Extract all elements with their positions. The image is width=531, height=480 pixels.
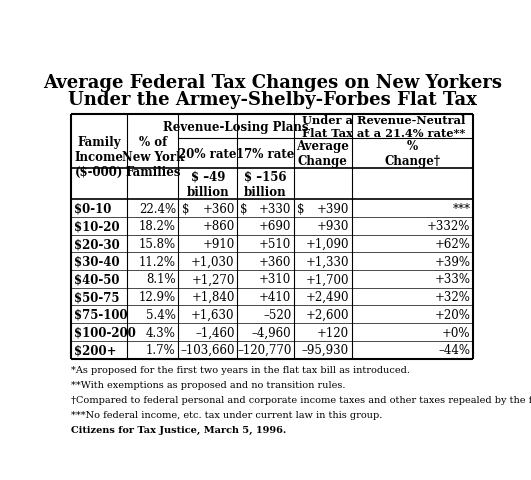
Text: % of
New York
Families: % of New York Families (122, 136, 184, 179)
Text: $0-10: $0-10 (74, 202, 111, 215)
Text: Average
Change: Average Change (296, 140, 349, 168)
Text: Revenue-Losing Plans: Revenue-Losing Plans (164, 120, 309, 133)
Text: 8.1%: 8.1% (146, 273, 176, 286)
Text: +32%: +32% (434, 290, 470, 303)
Text: 17% rate: 17% rate (236, 147, 295, 160)
Text: $20-30: $20-30 (74, 238, 119, 251)
Text: +860: +860 (202, 220, 235, 233)
Text: 1.7%: 1.7% (146, 344, 176, 357)
Text: +2,490: +2,490 (306, 290, 349, 303)
Text: –4,960: –4,960 (252, 326, 292, 339)
Text: $ –49
billion: $ –49 billion (186, 170, 229, 198)
Text: +510: +510 (259, 238, 292, 251)
Text: 5.4%: 5.4% (146, 308, 176, 321)
Text: +2,600: +2,600 (306, 308, 349, 321)
Text: 22.4%: 22.4% (139, 202, 176, 215)
Text: 18.2%: 18.2% (139, 220, 176, 233)
Text: +360: +360 (202, 202, 235, 215)
Text: +62%: +62% (434, 238, 470, 251)
Text: $10-20: $10-20 (74, 220, 119, 233)
Text: Under the Armey-Shelby-Forbes Flat Tax: Under the Armey-Shelby-Forbes Flat Tax (67, 91, 477, 109)
Text: 20% rate: 20% rate (178, 147, 237, 160)
Text: Under a Revenue-Neutral
Flat Tax at a 21.4% rate**: Under a Revenue-Neutral Flat Tax at a 21… (302, 115, 465, 139)
Text: +910: +910 (202, 238, 235, 251)
Text: +39%: +39% (434, 255, 470, 268)
FancyBboxPatch shape (71, 115, 473, 359)
Text: $40-50: $40-50 (74, 273, 119, 286)
Text: –520: –520 (263, 308, 292, 321)
Text: +20%: +20% (434, 308, 470, 321)
Text: 11.2%: 11.2% (139, 255, 176, 268)
Text: $100-200: $100-200 (74, 326, 135, 339)
Text: Family
Income
($-000): Family Income ($-000) (75, 136, 124, 179)
Text: $: $ (297, 202, 305, 215)
Text: $200+: $200+ (74, 344, 116, 357)
Text: +930: +930 (316, 220, 349, 233)
Text: +310: +310 (259, 273, 292, 286)
Text: ***: *** (452, 202, 470, 215)
Text: +1,630: +1,630 (191, 308, 235, 321)
Text: –120,770: –120,770 (237, 344, 292, 357)
Text: $50-75: $50-75 (74, 290, 119, 303)
Text: +33%: +33% (434, 273, 470, 286)
Text: +330: +330 (259, 202, 292, 215)
Text: +360: +360 (259, 255, 292, 268)
Text: $30-40: $30-40 (74, 255, 119, 268)
Text: +1,840: +1,840 (191, 290, 235, 303)
Text: 15.8%: 15.8% (139, 238, 176, 251)
Text: –103,660: –103,660 (180, 344, 235, 357)
Text: +1,030: +1,030 (191, 255, 235, 268)
Text: $: $ (182, 202, 189, 215)
Text: +120: +120 (317, 326, 349, 339)
Text: ***No federal income, etc. tax under current law in this group.: ***No federal income, etc. tax under cur… (71, 410, 383, 419)
Text: –44%: –44% (439, 344, 470, 357)
Text: +1,700: +1,700 (306, 273, 349, 286)
Text: +1,330: +1,330 (306, 255, 349, 268)
Text: –95,930: –95,930 (302, 344, 349, 357)
Text: $ –156
billion: $ –156 billion (244, 170, 287, 198)
Text: $: $ (241, 202, 248, 215)
Text: $75-100: $75-100 (74, 308, 127, 321)
Text: 4.3%: 4.3% (146, 326, 176, 339)
Text: –1,460: –1,460 (195, 326, 235, 339)
Text: Citizens for Tax Justice, March 5, 1996.: Citizens for Tax Justice, March 5, 1996. (71, 425, 287, 433)
Text: †Compared to federal personal and corporate income taxes and other taxes repeale: †Compared to federal personal and corpor… (71, 395, 531, 404)
Text: Average Federal Tax Changes on New Yorkers: Average Federal Tax Changes on New Yorke… (42, 74, 502, 92)
Text: +332%: +332% (427, 220, 470, 233)
Text: *As proposed for the first two years in the flat tax bill as introduced.: *As proposed for the first two years in … (71, 365, 410, 374)
Text: +410: +410 (259, 290, 292, 303)
Text: +1,270: +1,270 (191, 273, 235, 286)
Text: +390: +390 (316, 202, 349, 215)
Text: +1,090: +1,090 (306, 238, 349, 251)
Text: **With exemptions as proposed and no transition rules.: **With exemptions as proposed and no tra… (71, 380, 346, 389)
Text: +0%: +0% (442, 326, 470, 339)
Text: +690: +690 (259, 220, 292, 233)
Text: %
Change†: % Change† (384, 140, 440, 168)
Text: 12.9%: 12.9% (139, 290, 176, 303)
